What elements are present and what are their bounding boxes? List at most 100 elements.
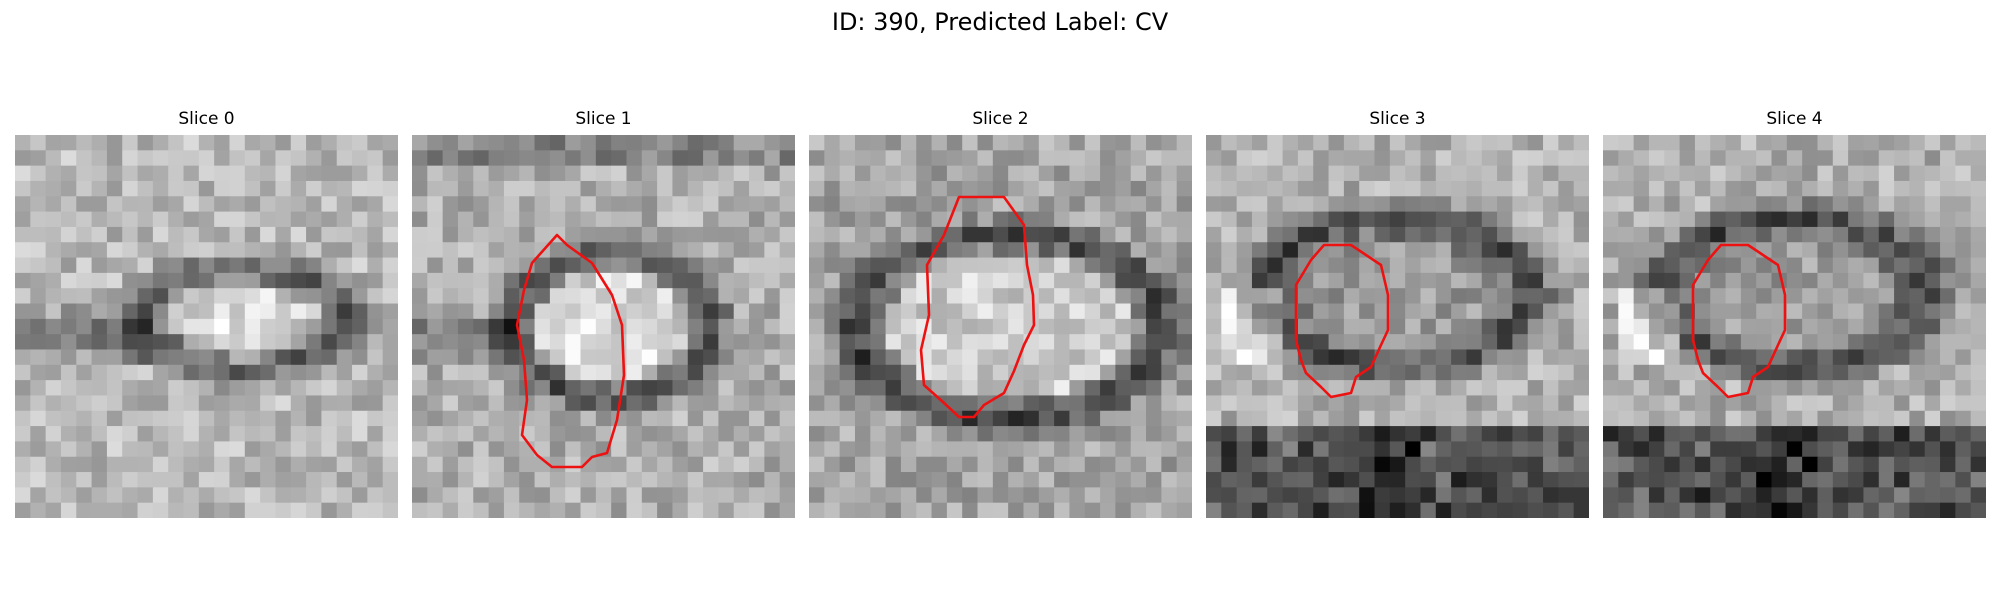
image-pixel: [1221, 456, 1238, 473]
image-pixel: [1955, 211, 1972, 228]
image-pixel: [1328, 364, 1345, 381]
image-pixel: [809, 441, 825, 458]
image-pixel: [565, 472, 582, 488]
image-pixel: [76, 395, 93, 412]
image-pixel: [1633, 426, 1650, 442]
image-pixel: [839, 318, 856, 335]
segmentation-outline: [1691, 243, 1787, 399]
image-pixel: [900, 487, 917, 504]
image-pixel: [749, 288, 765, 305]
image-pixel: [1069, 135, 1086, 151]
image-pixel: [1694, 303, 1711, 320]
image-pixel: [183, 441, 200, 458]
image-pixel: [1756, 150, 1773, 167]
image-pixel: [168, 303, 185, 320]
image-pixel: [1664, 487, 1681, 504]
image-pixel: [1648, 426, 1665, 442]
image-pixel: [321, 242, 338, 259]
image-pixel: [1466, 426, 1483, 442]
image-pixel: [1527, 165, 1544, 182]
image-pixel: [549, 487, 566, 504]
image-pixel: [1146, 165, 1162, 182]
image-pixel: [1573, 257, 1589, 274]
image-pixel: [703, 211, 719, 228]
image-pixel: [1786, 318, 1803, 335]
image-pixel: [977, 242, 994, 259]
image-pixel: [977, 180, 994, 197]
image-pixel: [1466, 410, 1483, 427]
image-pixel: [214, 211, 231, 228]
image-pixel: [1100, 165, 1116, 182]
image-pixel: [1603, 242, 1619, 259]
image-pixel: [1267, 502, 1284, 518]
image-pixel: [1251, 257, 1268, 274]
image-pixel: [1848, 410, 1865, 427]
image-pixel: [30, 441, 47, 458]
image-pixel: [1146, 349, 1162, 366]
image-pixel: [336, 180, 353, 197]
image-pixel: [1497, 211, 1513, 228]
slice-panel-2: Slice 2: [809, 108, 1192, 518]
image-pixel: [931, 441, 948, 458]
image-pixel: [91, 410, 108, 427]
segmentation-outline: [1294, 243, 1390, 399]
image-pixel: [549, 150, 566, 167]
image-pixel: [1466, 395, 1483, 412]
image-pixel: [122, 288, 139, 305]
image-pixel: [1802, 318, 1819, 335]
image-pixel: [1955, 456, 1972, 473]
image-pixel: [45, 472, 62, 488]
image-pixel: [992, 165, 1009, 182]
image-pixel: [946, 487, 963, 504]
image-pixel: [1146, 180, 1162, 197]
image-pixel: [1038, 487, 1055, 504]
image-pixel: [1359, 380, 1376, 397]
image-pixel: [779, 441, 795, 458]
image-pixel: [1848, 211, 1865, 228]
image-pixel: [1664, 456, 1681, 473]
image-pixel: [703, 410, 719, 427]
image-pixel: [198, 196, 215, 213]
image-pixel: [15, 180, 31, 197]
image-pixel: [382, 196, 398, 213]
image-pixel: [657, 211, 674, 228]
image-pixel: [45, 502, 62, 518]
image-pixel: [275, 426, 292, 442]
image-pixel: [718, 242, 735, 259]
image-pixel: [1389, 364, 1406, 381]
image-pixel: [854, 395, 871, 412]
image-pixel: [1894, 502, 1910, 518]
image-pixel: [1543, 502, 1559, 518]
image-pixel: [1161, 288, 1178, 305]
image-pixel: [427, 180, 444, 197]
image-pixel: [1725, 349, 1742, 366]
image-pixel: [1955, 395, 1972, 412]
image-pixel: [1543, 472, 1559, 488]
image-pixel: [1251, 211, 1268, 228]
image-pixel: [1848, 472, 1865, 488]
image-pixel: [1389, 410, 1406, 427]
image-pixel: [1435, 472, 1452, 488]
image-pixel: [321, 226, 338, 243]
image-pixel: [183, 487, 200, 504]
image-pixel: [1603, 318, 1619, 335]
image-pixel: [106, 318, 123, 335]
image-pixel: [1343, 196, 1360, 213]
image-pixel: [1146, 196, 1162, 213]
image-pixel: [244, 180, 261, 197]
image-pixel: [916, 380, 933, 397]
image-pixel: [1405, 211, 1422, 228]
image-pixel: [1206, 180, 1222, 197]
image-pixel: [1161, 456, 1178, 473]
image-pixel: [473, 226, 490, 243]
image-pixel: [1940, 318, 1956, 335]
image-pixel: [15, 288, 31, 305]
image-pixel: [91, 303, 108, 320]
image-pixel: [1130, 472, 1147, 488]
image-pixel: [1878, 472, 1895, 488]
image-pixel: [1343, 318, 1360, 335]
image-pixel: [1970, 349, 1986, 366]
image-pixel: [1894, 257, 1910, 274]
image-pixel: [1863, 211, 1880, 228]
image-pixel: [457, 487, 474, 504]
